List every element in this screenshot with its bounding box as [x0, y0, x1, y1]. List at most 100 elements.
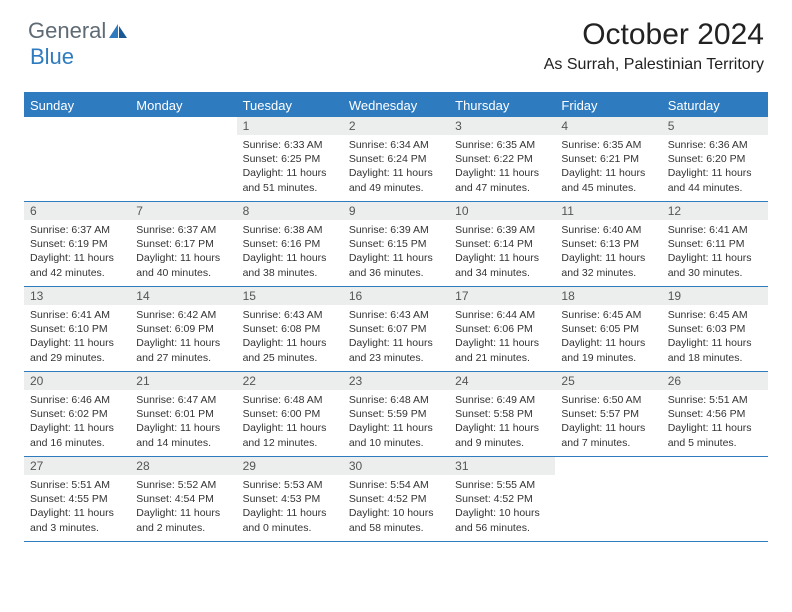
calendar-cell: 21Sunrise: 6:47 AMSunset: 6:01 PMDayligh…: [130, 372, 236, 456]
sunrise-text: Sunrise: 6:48 AM: [349, 393, 443, 407]
calendar-row: 20Sunrise: 6:46 AMSunset: 6:02 PMDayligh…: [24, 372, 768, 457]
day-number: 22: [237, 372, 343, 390]
daylight-text: Daylight: 11 hours and 34 minutes.: [455, 251, 549, 279]
sunset-text: Sunset: 6:10 PM: [30, 322, 124, 336]
sunset-text: Sunset: 4:56 PM: [668, 407, 762, 421]
sunrise-text: Sunrise: 5:51 AM: [668, 393, 762, 407]
logo-word1: General: [28, 18, 106, 44]
cell-content: [24, 135, 130, 144]
day-number: 25: [555, 372, 661, 390]
sunrise-text: Sunrise: 6:36 AM: [668, 138, 762, 152]
day-number: 18: [555, 287, 661, 305]
day-number: 4: [555, 117, 661, 135]
calendar-cell: [555, 457, 661, 541]
calendar-cell: 8Sunrise: 6:38 AMSunset: 6:16 PMDaylight…: [237, 202, 343, 286]
sunset-text: Sunset: 6:17 PM: [136, 237, 230, 251]
calendar-cell: 4Sunrise: 6:35 AMSunset: 6:21 PMDaylight…: [555, 117, 661, 201]
day-number: 26: [662, 372, 768, 390]
cell-content: Sunrise: 6:41 AMSunset: 6:10 PMDaylight:…: [24, 305, 130, 371]
daylight-text: Daylight: 11 hours and 21 minutes.: [455, 336, 549, 364]
sunrise-text: Sunrise: 6:43 AM: [243, 308, 337, 322]
sunrise-text: Sunrise: 6:37 AM: [30, 223, 124, 237]
calendar: SundayMondayTuesdayWednesdayThursdayFrid…: [24, 92, 768, 542]
cell-content: [555, 475, 661, 484]
day-header: Sunday: [24, 94, 130, 117]
sunset-text: Sunset: 4:52 PM: [349, 492, 443, 506]
day-number: 28: [130, 457, 236, 475]
calendar-cell: 29Sunrise: 5:53 AMSunset: 4:53 PMDayligh…: [237, 457, 343, 541]
day-number: 14: [130, 287, 236, 305]
calendar-cell: [24, 117, 130, 201]
daylight-text: Daylight: 11 hours and 0 minutes.: [243, 506, 337, 534]
day-number: [24, 117, 130, 135]
sunrise-text: Sunrise: 6:37 AM: [136, 223, 230, 237]
calendar-cell: 7Sunrise: 6:37 AMSunset: 6:17 PMDaylight…: [130, 202, 236, 286]
daylight-text: Daylight: 10 hours and 58 minutes.: [349, 506, 443, 534]
day-number: 13: [24, 287, 130, 305]
daylight-text: Daylight: 11 hours and 2 minutes.: [136, 506, 230, 534]
sunrise-text: Sunrise: 6:41 AM: [30, 308, 124, 322]
day-number: 3: [449, 117, 555, 135]
calendar-row: 13Sunrise: 6:41 AMSunset: 6:10 PMDayligh…: [24, 287, 768, 372]
daylight-text: Daylight: 11 hours and 18 minutes.: [668, 336, 762, 364]
sunset-text: Sunset: 6:05 PM: [561, 322, 655, 336]
day-number: 6: [24, 202, 130, 220]
sunset-text: Sunset: 6:09 PM: [136, 322, 230, 336]
logo: General: [28, 18, 130, 44]
cell-content: Sunrise: 6:38 AMSunset: 6:16 PMDaylight:…: [237, 220, 343, 286]
cell-content: Sunrise: 5:51 AMSunset: 4:55 PMDaylight:…: [24, 475, 130, 541]
day-number: 8: [237, 202, 343, 220]
daylight-text: Daylight: 11 hours and 40 minutes.: [136, 251, 230, 279]
daylight-text: Daylight: 11 hours and 45 minutes.: [561, 166, 655, 194]
sunset-text: Sunset: 6:25 PM: [243, 152, 337, 166]
sunset-text: Sunset: 6:02 PM: [30, 407, 124, 421]
daylight-text: Daylight: 11 hours and 10 minutes.: [349, 421, 443, 449]
day-header: Tuesday: [237, 94, 343, 117]
sunrise-text: Sunrise: 6:49 AM: [455, 393, 549, 407]
day-header: Wednesday: [343, 94, 449, 117]
daylight-text: Daylight: 11 hours and 36 minutes.: [349, 251, 443, 279]
sunset-text: Sunset: 5:59 PM: [349, 407, 443, 421]
cell-content: Sunrise: 6:45 AMSunset: 6:05 PMDaylight:…: [555, 305, 661, 371]
calendar-cell: 2Sunrise: 6:34 AMSunset: 6:24 PMDaylight…: [343, 117, 449, 201]
cell-content: Sunrise: 6:43 AMSunset: 6:07 PMDaylight:…: [343, 305, 449, 371]
daylight-text: Daylight: 11 hours and 30 minutes.: [668, 251, 762, 279]
sunrise-text: Sunrise: 6:50 AM: [561, 393, 655, 407]
day-number: 1: [237, 117, 343, 135]
cell-content: Sunrise: 6:42 AMSunset: 6:09 PMDaylight:…: [130, 305, 236, 371]
calendar-cell: 23Sunrise: 6:48 AMSunset: 5:59 PMDayligh…: [343, 372, 449, 456]
day-number: 12: [662, 202, 768, 220]
sunset-text: Sunset: 6:08 PM: [243, 322, 337, 336]
cell-content: Sunrise: 6:48 AMSunset: 5:59 PMDaylight:…: [343, 390, 449, 456]
daylight-text: Daylight: 11 hours and 49 minutes.: [349, 166, 443, 194]
sunrise-text: Sunrise: 6:47 AM: [136, 393, 230, 407]
sunrise-text: Sunrise: 5:55 AM: [455, 478, 549, 492]
sunrise-text: Sunrise: 6:43 AM: [349, 308, 443, 322]
cell-content: Sunrise: 6:39 AMSunset: 6:14 PMDaylight:…: [449, 220, 555, 286]
cell-content: Sunrise: 5:54 AMSunset: 4:52 PMDaylight:…: [343, 475, 449, 541]
cell-content: Sunrise: 6:40 AMSunset: 6:13 PMDaylight:…: [555, 220, 661, 286]
sunset-text: Sunset: 4:53 PM: [243, 492, 337, 506]
calendar-cell: 5Sunrise: 6:36 AMSunset: 6:20 PMDaylight…: [662, 117, 768, 201]
daylight-text: Daylight: 11 hours and 27 minutes.: [136, 336, 230, 364]
calendar-cell: 10Sunrise: 6:39 AMSunset: 6:14 PMDayligh…: [449, 202, 555, 286]
sunset-text: Sunset: 4:52 PM: [455, 492, 549, 506]
sunrise-text: Sunrise: 5:54 AM: [349, 478, 443, 492]
day-number: 11: [555, 202, 661, 220]
calendar-cell: 14Sunrise: 6:42 AMSunset: 6:09 PMDayligh…: [130, 287, 236, 371]
calendar-cell: 27Sunrise: 5:51 AMSunset: 4:55 PMDayligh…: [24, 457, 130, 541]
cell-content: Sunrise: 6:35 AMSunset: 6:21 PMDaylight:…: [555, 135, 661, 201]
calendar-cell: 24Sunrise: 6:49 AMSunset: 5:58 PMDayligh…: [449, 372, 555, 456]
calendar-cell: 9Sunrise: 6:39 AMSunset: 6:15 PMDaylight…: [343, 202, 449, 286]
cell-content: Sunrise: 6:37 AMSunset: 6:17 PMDaylight:…: [130, 220, 236, 286]
daylight-text: Daylight: 11 hours and 29 minutes.: [30, 336, 124, 364]
sunrise-text: Sunrise: 6:45 AM: [668, 308, 762, 322]
logo-sail-icon: [108, 23, 128, 39]
calendar-cell: 13Sunrise: 6:41 AMSunset: 6:10 PMDayligh…: [24, 287, 130, 371]
calendar-cell: 16Sunrise: 6:43 AMSunset: 6:07 PMDayligh…: [343, 287, 449, 371]
daylight-text: Daylight: 11 hours and 25 minutes.: [243, 336, 337, 364]
calendar-cell: 17Sunrise: 6:44 AMSunset: 6:06 PMDayligh…: [449, 287, 555, 371]
sunrise-text: Sunrise: 5:53 AM: [243, 478, 337, 492]
title-block: October 2024 As Surrah, Palestinian Terr…: [544, 18, 764, 74]
cell-content: Sunrise: 6:39 AMSunset: 6:15 PMDaylight:…: [343, 220, 449, 286]
